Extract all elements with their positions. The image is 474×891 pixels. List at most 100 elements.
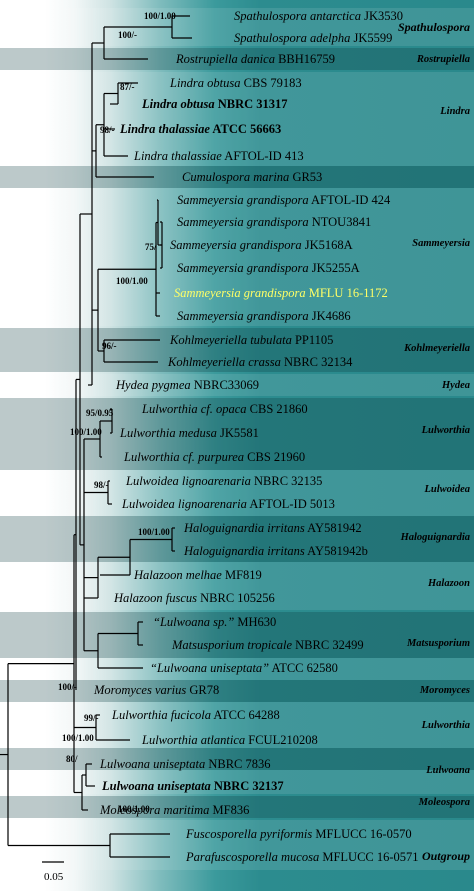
taxon-name: Sammeyersia grandispora [174,286,306,300]
support-value: 95/0.95 [86,408,114,418]
support-value: 100/- [58,682,77,692]
taxon-code: JK5599 [350,31,392,45]
taxon-name: Lulwoidea lignoarenaria [121,497,247,511]
taxon-name: Sammeyersia grandispora [177,261,309,275]
taxon-label: Parafuscosporella mucosa MFLUCC 16-0571 [185,850,419,864]
taxon-label: Lulwoidea lignoarenaria AFTOL-ID 5013 [121,497,335,511]
support-value: 98/- [100,125,115,135]
taxon-name: Lulworthia medusa [119,426,217,440]
band-sammeyersia [0,188,474,326]
support-values: 100/1.00 100/- 87/- 98/- 75/100/1.00 96/- 95/0… [58,11,176,814]
clade-labels: Spathulospora Rostrupiella Lindra Sammeyers… [398,20,470,863]
taxon-code: ATCC 56663 [210,122,281,136]
taxon-label: Kohlmeyeriella crassa NBRC 32134 [167,355,353,369]
support-value: 100/- [118,30,137,40]
taxon-code: NBRC 32137 [211,779,284,793]
taxon-code: JK5581 [217,426,259,440]
band-lulworthia [0,398,474,470]
taxon-name: Spathulospora adelpha [234,31,350,45]
taxon-name: Cumulospora marina [182,170,289,184]
taxon-label: Sammeyersia grandispora JK5255A [177,261,360,275]
taxon-label: Moleospora maritima MF836 [99,803,249,817]
support-value: 100/1.00 [62,733,94,743]
taxon-code: NBRC33069 [191,378,259,392]
taxon-code: PP1105 [292,333,334,347]
support-value: 100/1.00 [116,276,148,286]
support-value: 87/- [120,82,135,92]
taxon-name: Sammeyersia grandispora [177,215,309,229]
taxon-code: CBS 21960 [244,450,305,464]
taxon-label: Halazoon melhae MF819 [133,568,262,582]
taxon-label: Lulwoidea lignoarenaria NBRC 32135 [125,474,322,488]
taxon-code: GR78 [186,683,219,697]
band-hydea [0,374,474,396]
taxon-name: Halazoon melhae [133,568,222,582]
scale-bar-label: 0.05 [44,871,64,883]
taxon-label: Lulworthia cf. purpurea CBS 21960 [123,450,305,464]
taxon-code: JK3530 [361,9,403,23]
taxon-code: JK5255A [309,261,360,275]
taxon-label: Sammeyersia grandispora AFTOL-ID 424 [177,193,391,207]
taxon-name: Kohlmeyeriella crassa [167,355,281,369]
taxon-label: Lulworthia medusa JK5581 [119,426,259,440]
taxon-name: Lulwoidea lignoarenaria [125,474,251,488]
taxon-code: NTOU3841 [309,215,372,229]
support-value: 96/- [102,341,117,351]
taxon-name: Lulworthia fucicola [111,708,211,722]
band-lulwoana [0,748,474,770]
taxon-name: Hydea pygmea [115,378,191,392]
taxon-label: Haloguignardia irritans AY581942 [183,521,362,535]
taxon-name: Haloguignardia irritans [183,521,305,535]
taxon-label: Spathulospora adelpha JK5599 [234,31,392,45]
taxon-code: NBRC 32499 [292,638,364,652]
taxon-name: Sammeyersia grandispora [170,238,302,252]
taxon-name: Halazoon fuscus [113,591,197,605]
clade-bands [0,8,474,870]
taxon-code: ATCC 64288 [211,708,280,722]
clade-label: Moleospora [418,797,470,808]
clade-label: Spathulospora [398,20,470,34]
taxon-label: Lulworthia fucicola ATCC 64288 [111,708,280,722]
taxon-label: Moromyces varius GR78 [93,683,219,697]
taxon-label: Sammeyersia grandispora JK4686 [177,309,351,323]
taxon-label: Hydea pygmea NBRC33069 [115,378,259,392]
taxon-labels: Spathulospora antarctica JK3530Spathulos… [93,9,419,864]
clade-label: Sammeyersia [412,238,470,249]
support-value: 100/1.00 [144,11,176,21]
taxon-name: Lindra obtusa [141,97,215,111]
taxon-code: MH630 [234,615,276,629]
taxon-code: AFTOL-ID 413 [222,149,304,163]
band-moleospora [0,796,474,818]
taxon-name: Lindra obtusa [169,76,241,90]
taxon-label: Cumulospora marina GR53 [182,170,322,184]
taxon-name: Kohlmeyeriella tubulata [169,333,292,347]
band-lulwoana-2 [0,770,474,794]
taxon-label: Lulwoana uniseptata NBRC 32137 [101,779,284,793]
band-matsusporium [0,612,474,658]
support-value: 99/- [84,713,99,723]
taxon-code: GR53 [289,170,322,184]
taxon-label: Haloguignardia irritans AY581942b [183,544,368,558]
taxon-label: Sammeyersia grandispora JK5168A [170,238,353,252]
taxon-label: Sammeyersia grandispora NTOU3841 [177,215,371,229]
taxon-label: Lulwoana uniseptata NBRC 7836 [99,757,271,771]
taxon-code: CBS 79183 [241,76,302,90]
taxon-code: BBH16759 [275,52,335,66]
taxon-code: MF819 [222,568,262,582]
taxon-label: Matsusporium tropicale NBRC 32499 [171,638,364,652]
band-moromyces [0,680,474,702]
taxon-name: Lindra thalassiae [133,149,222,163]
taxon-code: AFTOL-ID 424 [309,193,391,207]
band-lulwoidea [0,470,474,516]
clade-label: Lulwoidea [423,484,470,495]
band-lulworthia-2 [0,702,474,748]
taxon-name: Lindra thalassiae [119,122,210,136]
taxon-code: NBRC 7836 [205,757,270,771]
taxon-label: Lindra thalassiae AFTOL-ID 413 [133,149,304,163]
taxon-code: AY581942 [305,521,362,535]
clade-label: Outgroup [422,849,470,863]
taxon-name: Lulworthia cf. purpurea [123,450,244,464]
taxon-name: Haloguignardia irritans [183,544,305,558]
taxon-name: Matsusporium tropicale [171,638,292,652]
taxon-label: Lindra thalassiae ATCC 56663 [119,122,281,136]
